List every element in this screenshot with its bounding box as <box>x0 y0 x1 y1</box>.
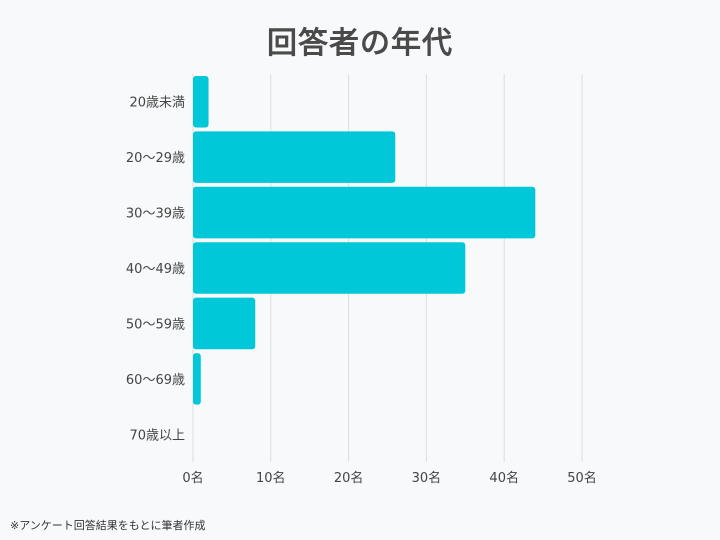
category-label-5: 60～69歳 <box>126 373 185 388</box>
category-labels: 20歳未満 20～29歳 30～39歳 40～49歳 50～59歳 60～69歳 70歳以上 <box>126 96 185 444</box>
bar-4 <box>193 297 256 350</box>
category-label-0: 20歳未満 <box>129 96 185 111</box>
bar-3 <box>193 242 466 294</box>
category-label-3: 40～49歳 <box>126 262 185 277</box>
x-tick-label-40: 40名 <box>489 470 519 486</box>
value-tick-labels: 0名 10名 20名 30名 40名 50名 <box>182 470 596 486</box>
x-tick-label-0: 0名 <box>182 470 203 486</box>
bar-5 <box>193 353 201 405</box>
x-tick-label-30: 30名 <box>412 470 442 486</box>
footnote: ※アンケート回答結果をもとに筆者作成 <box>10 519 206 532</box>
x-tick-label-50: 50名 <box>567 470 597 486</box>
x-tick-label-10: 10名 <box>256 470 286 486</box>
chart-title: 回答者の年代 <box>267 26 453 61</box>
bar-2 <box>193 186 536 239</box>
bar-0 <box>193 75 209 128</box>
category-label-2: 30～39歳 <box>126 207 185 222</box>
category-label-1: 20～29歳 <box>126 151 185 166</box>
bar-1 <box>193 131 396 183</box>
category-label-6: 70歳以上 <box>129 428 185 443</box>
category-label-4: 50～59歳 <box>126 317 185 332</box>
bars <box>193 75 536 405</box>
x-tick-label-20: 20名 <box>334 470 364 486</box>
